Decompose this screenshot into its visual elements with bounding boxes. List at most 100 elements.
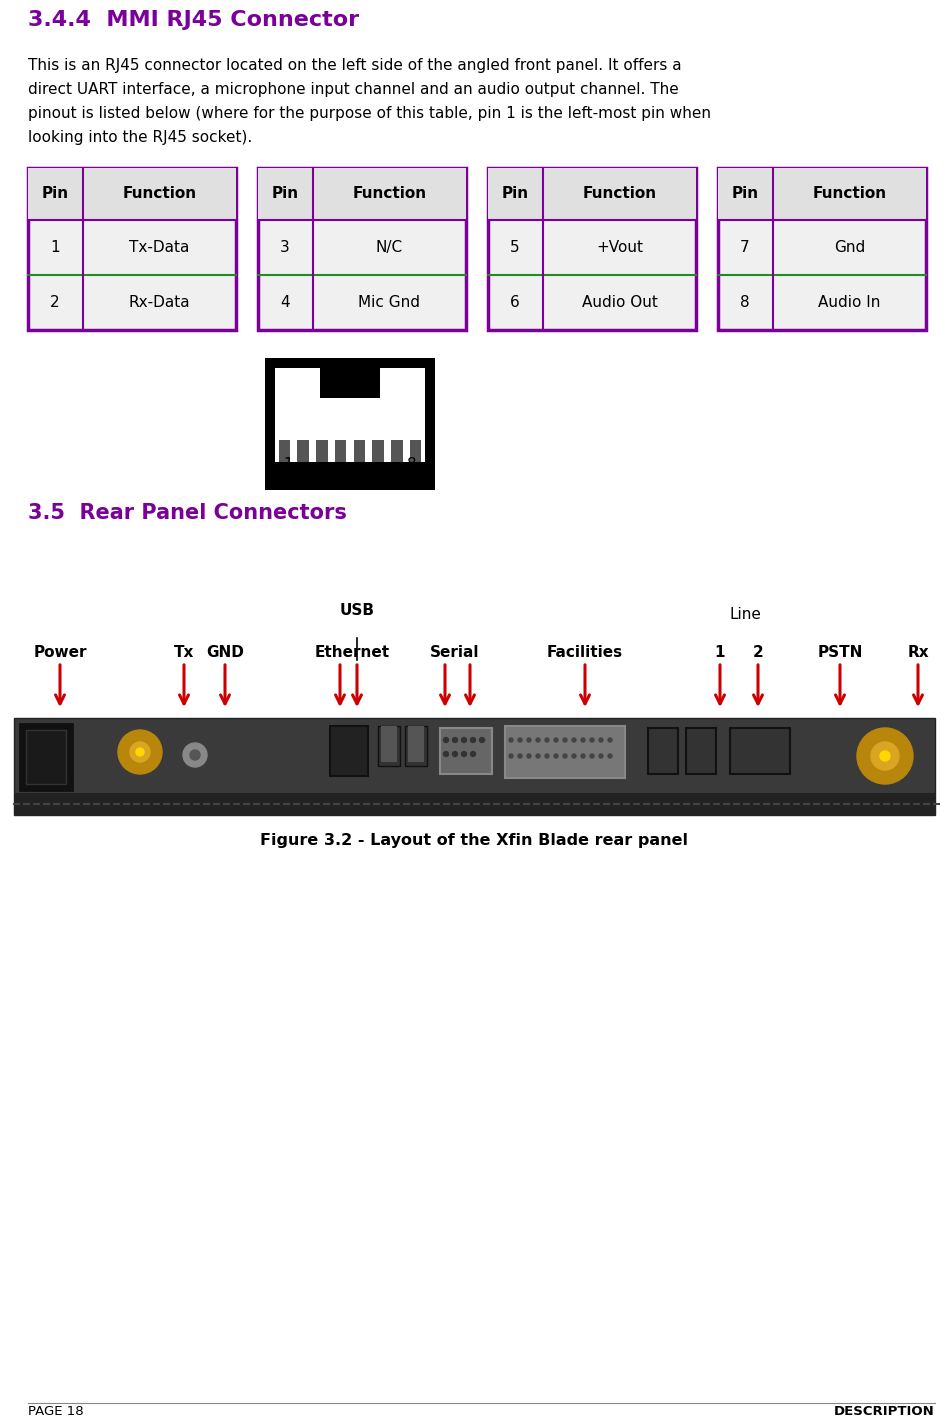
Bar bbox=[488, 168, 696, 221]
Text: 1: 1 bbox=[715, 645, 725, 660]
Text: Function: Function bbox=[352, 186, 426, 202]
Circle shape bbox=[608, 739, 612, 741]
Bar bbox=[316, 440, 327, 462]
Bar bbox=[730, 729, 790, 774]
Text: Pin: Pin bbox=[501, 186, 529, 202]
Bar bbox=[440, 729, 492, 774]
Bar bbox=[28, 168, 236, 221]
Bar bbox=[354, 440, 365, 462]
Bar bbox=[297, 440, 309, 462]
Text: 3.5  Rear Panel Connectors: 3.5 Rear Panel Connectors bbox=[28, 502, 347, 524]
Circle shape bbox=[471, 737, 475, 743]
Circle shape bbox=[471, 751, 475, 757]
Text: Rx: Rx bbox=[907, 645, 929, 660]
Text: +Vout: +Vout bbox=[596, 240, 643, 255]
Bar bbox=[275, 369, 425, 462]
Bar bbox=[320, 369, 380, 398]
Circle shape bbox=[136, 748, 144, 756]
Circle shape bbox=[545, 739, 549, 741]
Text: 7: 7 bbox=[740, 240, 750, 255]
Text: PAGE 18: PAGE 18 bbox=[28, 1405, 84, 1417]
Circle shape bbox=[554, 754, 558, 758]
Bar bbox=[26, 730, 66, 784]
Circle shape bbox=[461, 737, 467, 743]
Bar bbox=[378, 726, 400, 766]
Bar bbox=[258, 168, 466, 221]
Bar bbox=[20, 724, 72, 790]
Text: 2: 2 bbox=[50, 295, 60, 310]
Text: Tx: Tx bbox=[174, 645, 195, 660]
Bar bbox=[278, 440, 290, 462]
Bar bbox=[505, 726, 625, 778]
Circle shape bbox=[130, 741, 150, 761]
Bar bbox=[391, 440, 402, 462]
Text: 1: 1 bbox=[283, 457, 292, 472]
Text: Tx-Data: Tx-Data bbox=[129, 240, 190, 255]
Text: Power: Power bbox=[33, 645, 86, 660]
Text: 5: 5 bbox=[511, 240, 520, 255]
Text: Gnd: Gnd bbox=[834, 240, 865, 255]
Circle shape bbox=[518, 754, 522, 758]
Circle shape bbox=[880, 751, 890, 761]
Circle shape bbox=[581, 754, 585, 758]
Bar bbox=[14, 793, 935, 815]
Bar bbox=[648, 729, 678, 774]
Circle shape bbox=[599, 739, 603, 741]
Circle shape bbox=[563, 754, 567, 758]
Text: Mic Gnd: Mic Gnd bbox=[359, 295, 420, 310]
Bar bbox=[488, 168, 696, 330]
Bar bbox=[381, 726, 397, 761]
Text: Rx-Data: Rx-Data bbox=[129, 295, 191, 310]
Text: Audio Out: Audio Out bbox=[582, 295, 658, 310]
Bar bbox=[405, 726, 427, 766]
Text: 1: 1 bbox=[50, 240, 60, 255]
Circle shape bbox=[545, 754, 549, 758]
Circle shape bbox=[118, 730, 162, 774]
Text: looking into the RJ45 socket).: looking into the RJ45 socket). bbox=[28, 129, 252, 145]
Text: 8: 8 bbox=[740, 295, 750, 310]
Text: Audio In: Audio In bbox=[818, 295, 881, 310]
Text: Pin: Pin bbox=[271, 186, 299, 202]
Bar bbox=[718, 168, 926, 330]
Bar bbox=[335, 440, 346, 462]
Text: 2: 2 bbox=[753, 645, 763, 660]
Text: pinout is listed below (where for the purpose of this table, pin 1 is the left-m: pinout is listed below (where for the pu… bbox=[28, 105, 711, 121]
Text: Line: Line bbox=[729, 608, 761, 622]
Circle shape bbox=[871, 741, 899, 770]
Text: PSTN: PSTN bbox=[817, 645, 863, 660]
Bar bbox=[265, 359, 435, 490]
Text: 4: 4 bbox=[280, 295, 289, 310]
Bar bbox=[14, 719, 935, 815]
Text: Function: Function bbox=[812, 186, 886, 202]
Text: 8: 8 bbox=[407, 457, 417, 472]
Circle shape bbox=[590, 739, 594, 741]
Circle shape bbox=[554, 739, 558, 741]
Circle shape bbox=[461, 751, 467, 757]
Circle shape bbox=[443, 737, 449, 743]
Circle shape bbox=[599, 754, 603, 758]
Text: Ethernet: Ethernet bbox=[314, 645, 389, 660]
Circle shape bbox=[857, 729, 913, 784]
Text: USB: USB bbox=[340, 603, 375, 618]
Circle shape bbox=[572, 739, 576, 741]
Circle shape bbox=[183, 743, 207, 767]
Text: Pin: Pin bbox=[42, 186, 68, 202]
Circle shape bbox=[190, 750, 200, 760]
Text: direct UART interface, a microphone input channel and an audio output channel. T: direct UART interface, a microphone inpu… bbox=[28, 83, 679, 97]
Circle shape bbox=[536, 739, 540, 741]
Text: 3.4.4  MMI RJ45 Connector: 3.4.4 MMI RJ45 Connector bbox=[28, 10, 359, 30]
Text: N/C: N/C bbox=[376, 240, 403, 255]
Circle shape bbox=[443, 751, 449, 757]
Circle shape bbox=[453, 737, 457, 743]
Text: Figure 3.2 - Layout of the Xfin Blade rear panel: Figure 3.2 - Layout of the Xfin Blade re… bbox=[260, 832, 688, 848]
Text: Function: Function bbox=[583, 186, 657, 202]
Bar bbox=[408, 726, 424, 761]
Text: 3: 3 bbox=[280, 240, 289, 255]
Bar bbox=[718, 168, 926, 221]
Text: DESCRIPTION: DESCRIPTION bbox=[834, 1405, 935, 1417]
Text: Serial: Serial bbox=[430, 645, 480, 660]
Bar bbox=[258, 168, 466, 330]
Circle shape bbox=[518, 739, 522, 741]
Circle shape bbox=[563, 739, 567, 741]
Text: Pin: Pin bbox=[732, 186, 758, 202]
